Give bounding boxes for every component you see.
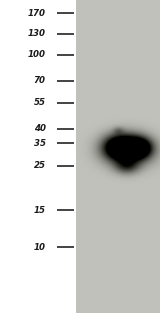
Text: 100: 100 — [28, 50, 46, 59]
Text: 70: 70 — [34, 76, 46, 85]
Text: 15: 15 — [34, 206, 46, 215]
Text: 25: 25 — [34, 162, 46, 170]
Text: 130: 130 — [28, 29, 46, 38]
Text: 170: 170 — [28, 9, 46, 18]
Text: 55: 55 — [34, 98, 46, 107]
Text: 10: 10 — [34, 243, 46, 252]
Text: 40: 40 — [34, 125, 46, 133]
Text: 35: 35 — [34, 139, 46, 148]
